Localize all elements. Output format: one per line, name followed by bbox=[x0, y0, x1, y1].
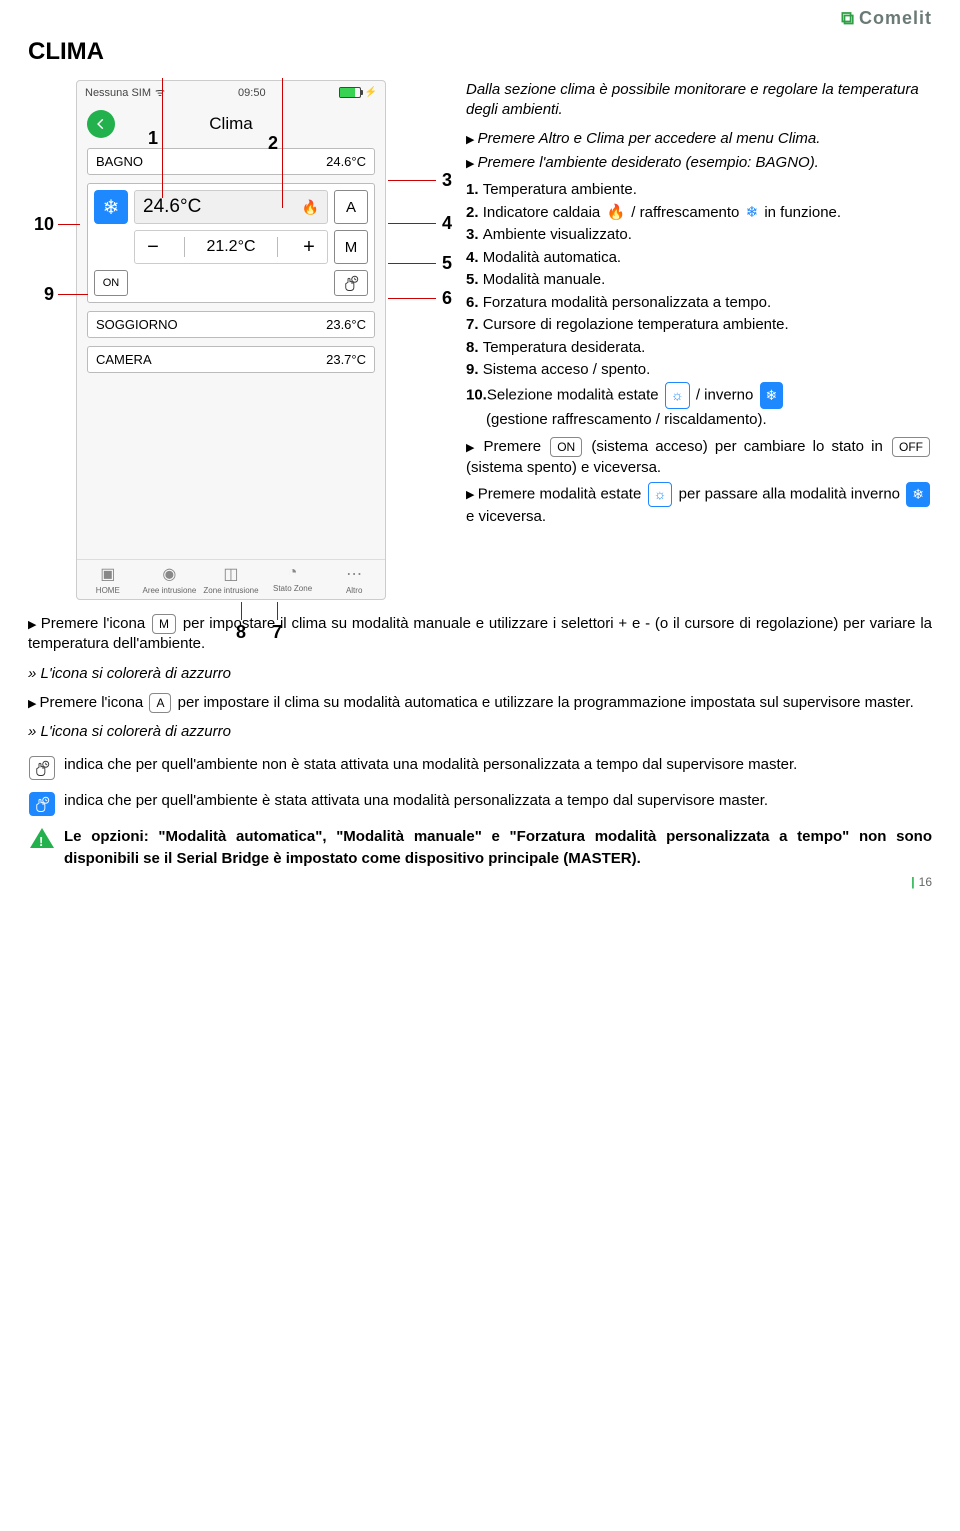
annotation-9: 9 bbox=[44, 284, 54, 305]
tab-bar: ▣HOME ◉Aree intrusione ◫Zone intrusione … bbox=[77, 559, 385, 599]
flame-inline-icon: 🔥 bbox=[606, 202, 625, 225]
annotation-10: 10 bbox=[34, 214, 54, 235]
hand-clock-outline-icon bbox=[29, 756, 55, 780]
room-name: SOGGIORNO bbox=[96, 317, 178, 332]
press-on-instruction: Premere ON (sistema acceso) per cambiare… bbox=[466, 437, 932, 478]
custom-off-note: indica che per quell'ambiente non è stat… bbox=[28, 754, 932, 780]
more-icon: ⋯ bbox=[346, 564, 362, 584]
room-temp: 24.6°C bbox=[326, 154, 366, 169]
sun-outline-icon: ☼ bbox=[665, 382, 690, 409]
room-camera[interactable]: CAMERA 23.7°C bbox=[87, 346, 375, 373]
charging-icon: ⚡ bbox=[365, 87, 377, 98]
flame-icon: 🔥 bbox=[302, 199, 319, 216]
custom-mode-button[interactable] bbox=[334, 270, 368, 296]
screenshot-column: 1 2 3 4 5 6 10 9 8 7 Nessuna SIM ᯤ 09:50 bbox=[28, 74, 458, 600]
room-expanded: ❄ 24.6°C 🔥 A bbox=[87, 183, 375, 303]
annotation-1: 1 bbox=[148, 128, 158, 149]
phone-mockup: Nessuna SIM ᯤ 09:50 ⚡ Clima bbox=[76, 80, 386, 600]
shield-icon: ◉ bbox=[162, 564, 176, 584]
auto-mode-label: A bbox=[346, 199, 356, 216]
carrier-label: Nessuna SIM bbox=[85, 87, 151, 99]
annotation-8: 8 bbox=[236, 622, 246, 643]
numbered-list: 1. Temperatura ambiente. 2. Indicatore c… bbox=[466, 179, 932, 431]
winter-mode-button[interactable]: ❄ bbox=[94, 190, 128, 224]
current-temp-value: 24.6°C bbox=[143, 196, 201, 218]
intro-text: Dalla sezione clima è possibile monitora… bbox=[466, 80, 932, 121]
room-temp: 23.6°C bbox=[326, 317, 366, 332]
minus-button[interactable]: − bbox=[143, 236, 163, 259]
bullet-2: Premere l'ambiente desiderato (esempio: … bbox=[478, 154, 819, 171]
result-2: » L'icona si colorerà di azzurro bbox=[28, 721, 932, 744]
tab-aree[interactable]: ◉Aree intrusione bbox=[139, 564, 201, 595]
annotation-5: 5 bbox=[442, 253, 452, 274]
description-column: Dalla sezione clima è possibile monitora… bbox=[466, 74, 932, 531]
on-off-button[interactable]: ON bbox=[94, 270, 128, 296]
annotation-3: 3 bbox=[442, 170, 452, 191]
snowflake-icon: ❄ bbox=[103, 195, 120, 220]
result-1: » L'icona si colorerà di azzurro bbox=[28, 663, 932, 686]
brand-icon: ⧉ bbox=[841, 8, 855, 28]
press-mode-instruction: Premere modalità estate ☼ per passare al… bbox=[466, 482, 932, 527]
hand-clock-filled-icon bbox=[29, 792, 55, 816]
bottom-notes: Premere l'icona M per impostare il clima… bbox=[28, 614, 932, 871]
annotation-4: 4 bbox=[442, 213, 452, 234]
a-badge-icon: A bbox=[149, 693, 171, 713]
room-bagno[interactable]: BAGNO 24.6°C bbox=[87, 148, 375, 175]
annotation-2: 2 bbox=[268, 133, 278, 154]
screen-title: Clima bbox=[87, 114, 375, 134]
warning-note: Le opzioni: "Modalità automatica", "Moda… bbox=[28, 826, 932, 871]
annotation-6: 6 bbox=[442, 288, 452, 309]
camera-video-icon: ▣ bbox=[100, 564, 115, 584]
manual-note: Premere l'icona M per impostare il clima… bbox=[28, 614, 932, 655]
current-temp-display: 24.6°C 🔥 bbox=[134, 190, 328, 224]
room-name: BAGNO bbox=[96, 154, 143, 169]
tab-zone[interactable]: ◫Zone intrusione bbox=[200, 564, 262, 595]
setpoint-value: 21.2°C bbox=[206, 238, 255, 256]
page-title: CLIMA bbox=[28, 38, 932, 66]
room-name: CAMERA bbox=[96, 352, 152, 367]
time-label: 09:50 bbox=[238, 87, 266, 99]
auto-note: Premere l'icona A per impostare il clima… bbox=[28, 693, 932, 713]
grid-icon: ◫ bbox=[223, 564, 238, 584]
snowflake-inline-icon: ❄ bbox=[746, 202, 759, 225]
status-icon: ◔ bbox=[288, 564, 298, 582]
tab-home[interactable]: ▣HOME bbox=[77, 564, 139, 595]
m-badge-icon: M bbox=[152, 614, 176, 634]
page-number: 16 bbox=[919, 875, 932, 889]
setpoint-control: − 21.2°C + bbox=[134, 230, 328, 264]
status-bar: Nessuna SIM ᯤ 09:50 ⚡ bbox=[77, 81, 385, 104]
room-soggiorno[interactable]: SOGGIORNO 23.6°C bbox=[87, 311, 375, 338]
off-badge-icon: OFF bbox=[892, 437, 930, 457]
page-footer: |16 bbox=[911, 875, 932, 889]
hand-clock-icon bbox=[342, 274, 360, 292]
manual-mode-button[interactable]: M bbox=[334, 230, 368, 264]
tab-stato[interactable]: ◔Stato Zone bbox=[262, 564, 324, 595]
on-label: ON bbox=[103, 277, 120, 289]
screen-header: Clima bbox=[77, 104, 385, 148]
custom-on-note: indica che per quell'ambiente è stata at… bbox=[28, 790, 932, 816]
battery-icon bbox=[339, 87, 361, 98]
tab-altro[interactable]: ⋯Altro bbox=[323, 564, 385, 595]
warning-icon bbox=[30, 828, 54, 848]
snowflake-filled-icon-2: ❄ bbox=[906, 482, 930, 507]
annotation-7: 7 bbox=[272, 622, 282, 643]
manual-mode-label: M bbox=[345, 239, 358, 256]
snowflake-filled-icon: ❄ bbox=[760, 382, 784, 409]
sun-outline-icon-2: ☼ bbox=[648, 482, 673, 507]
auto-mode-button[interactable]: A bbox=[334, 190, 368, 224]
on-badge-icon: ON bbox=[550, 437, 582, 457]
brand-logo: ⧉Comelit bbox=[841, 8, 932, 29]
room-temp: 23.7°C bbox=[326, 352, 366, 367]
bullet-1: Premere Altro e Clima per accedere al me… bbox=[478, 130, 821, 147]
plus-button[interactable]: + bbox=[299, 236, 319, 259]
